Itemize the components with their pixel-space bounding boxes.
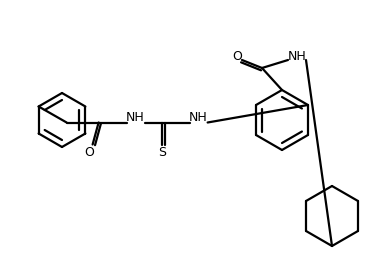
Text: O: O [85, 146, 94, 159]
Text: O: O [232, 50, 242, 64]
Text: NH: NH [189, 111, 208, 124]
Text: S: S [159, 146, 167, 159]
Text: NH: NH [126, 111, 145, 124]
Text: NH: NH [288, 50, 307, 64]
